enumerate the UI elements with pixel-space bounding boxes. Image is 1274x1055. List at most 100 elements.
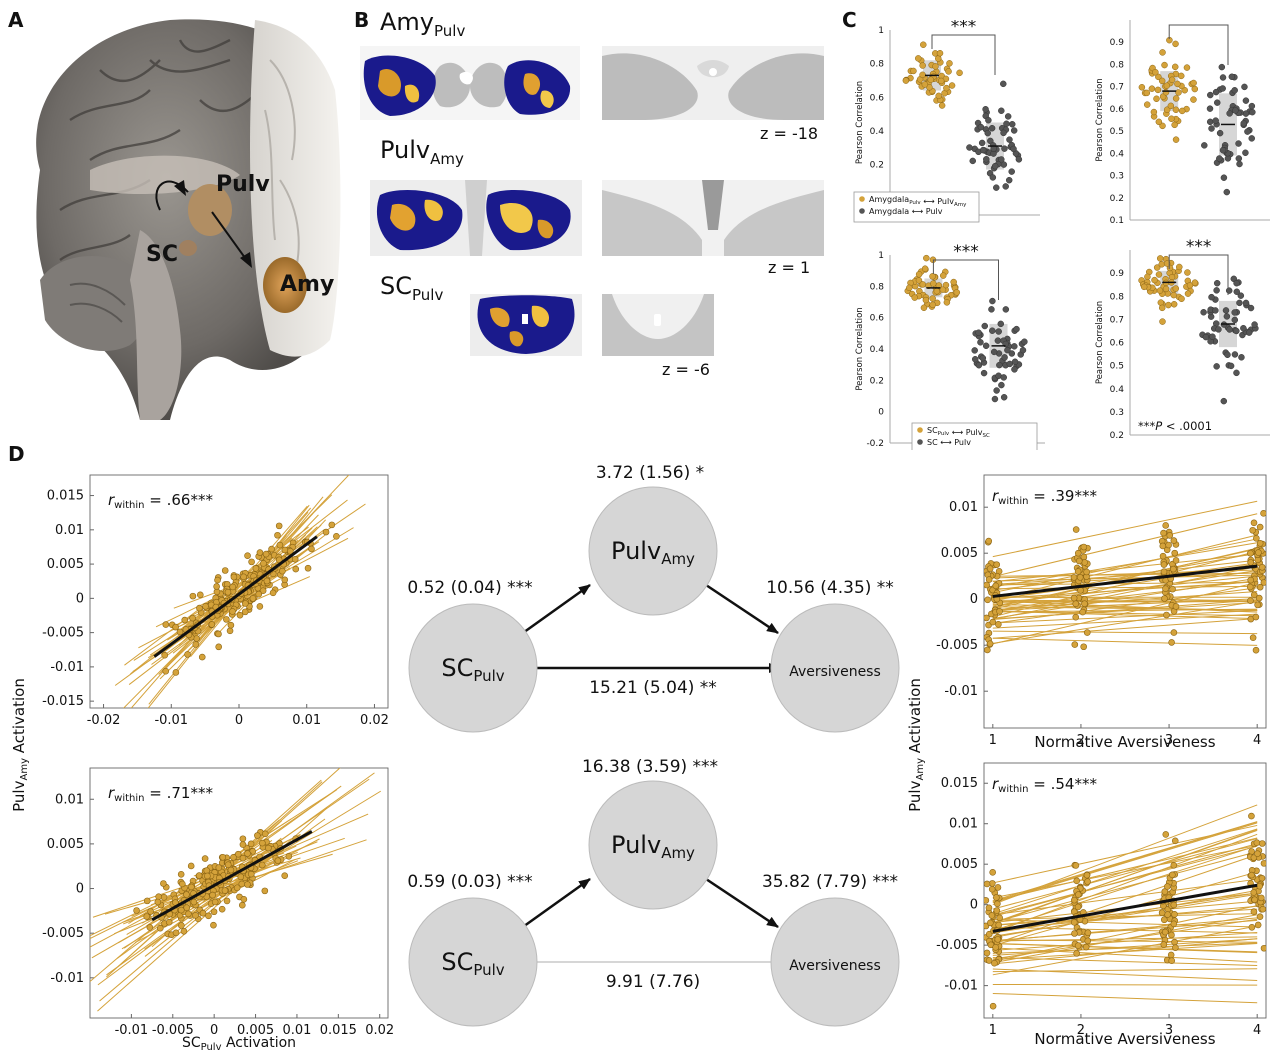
data-point <box>1144 274 1150 280</box>
y-tick-label: -0.01 <box>944 684 978 699</box>
data-point <box>262 888 268 894</box>
data-point <box>1249 103 1255 109</box>
data-point <box>920 72 926 78</box>
data-point <box>1157 288 1163 294</box>
data-point <box>1164 884 1170 890</box>
data-point <box>990 869 996 875</box>
top-coefficient: 3.72 (1.56) * <box>596 463 704 483</box>
data-point <box>1176 264 1182 270</box>
data-point <box>1252 897 1258 903</box>
y-tick-label: 0.01 <box>55 523 84 538</box>
data-point <box>1151 109 1157 115</box>
x-axis-label-top: Normative Aversiveness <box>1034 733 1215 751</box>
data-point <box>989 886 995 892</box>
data-point <box>1179 296 1185 302</box>
data-point <box>1075 892 1081 898</box>
slice-amy-pulv-activation <box>360 46 580 120</box>
data-point <box>1234 280 1240 286</box>
data-point <box>992 163 998 169</box>
data-point <box>215 631 221 637</box>
y-tick-label: 0.4 <box>1110 149 1125 159</box>
data-point <box>966 145 972 151</box>
data-point <box>1163 286 1169 292</box>
significance-stars: *** <box>951 20 977 37</box>
data-point <box>1073 862 1079 868</box>
y-tick-label: 0 <box>76 882 84 897</box>
data-point <box>1159 910 1165 916</box>
data-point <box>1184 65 1190 71</box>
data-point <box>1081 644 1087 650</box>
z-label-3: z = -6 <box>662 360 710 379</box>
y-tick-label: -0.01 <box>50 660 84 675</box>
data-point <box>333 533 339 539</box>
y-tick-label: 0.8 <box>870 282 885 292</box>
data-point <box>1168 103 1174 109</box>
y-tick-label: 0.6 <box>870 93 885 103</box>
data-point <box>985 597 991 603</box>
data-point <box>1248 559 1254 565</box>
data-point <box>1006 137 1012 143</box>
data-point <box>1161 569 1167 575</box>
r-within-label: rwithin = .71*** <box>108 784 213 804</box>
data-point <box>210 922 216 928</box>
y-tick-label: 0.5 <box>1110 127 1124 137</box>
data-point <box>930 296 936 302</box>
data-point <box>1176 89 1182 95</box>
data-point <box>1021 339 1027 345</box>
data-point <box>940 273 946 279</box>
data-point <box>1209 294 1215 300</box>
y-tick-label: -0.005 <box>936 938 978 953</box>
data-point <box>1252 322 1258 328</box>
data-point <box>951 279 957 285</box>
data-point <box>1244 129 1250 135</box>
y-tick-label: 0.9 <box>1110 269 1125 279</box>
data-point <box>994 908 1000 914</box>
data-point <box>210 892 216 898</box>
roi-title-amy-pulv: AmyPulv <box>380 8 465 40</box>
data-point <box>1073 601 1079 607</box>
y-tick-label: 0.6 <box>870 314 885 324</box>
data-point <box>1084 630 1090 636</box>
data-point <box>1085 930 1091 936</box>
data-point <box>1173 137 1179 143</box>
data-point <box>1246 330 1252 336</box>
data-point <box>216 644 222 650</box>
data-point <box>256 591 262 597</box>
pulv-label: Pulv <box>216 172 270 197</box>
y-tick-label: 0.015 <box>47 489 84 504</box>
data-point <box>1226 288 1232 294</box>
data-point <box>1076 558 1082 564</box>
data-point <box>1165 912 1171 918</box>
data-point <box>1220 147 1226 153</box>
data-point <box>906 285 912 291</box>
data-point <box>264 578 270 584</box>
data-point <box>1251 909 1257 915</box>
y-axis-label: Pearson Correlation <box>1095 78 1105 161</box>
data-point <box>220 854 226 860</box>
subject-fit-line <box>993 984 1257 985</box>
data-point <box>983 156 989 162</box>
data-point <box>248 871 254 877</box>
data-point <box>1242 150 1248 156</box>
subject-fit-line <box>993 969 1257 981</box>
roi-title-pulv-amy: PulvAmy <box>380 136 464 168</box>
data-point <box>1207 106 1213 112</box>
data-point <box>1144 90 1150 96</box>
y-tick-label: 0.8 <box>1110 292 1125 302</box>
data-point <box>1009 169 1015 175</box>
y-tick-label: 0.01 <box>949 500 978 515</box>
data-point <box>1217 130 1223 136</box>
data-point <box>1071 919 1077 925</box>
data-point <box>1232 108 1238 114</box>
y-tick-label: -0.01 <box>50 971 84 986</box>
data-point <box>1168 116 1174 122</box>
data-point <box>993 185 999 191</box>
data-point <box>286 853 292 859</box>
data-point <box>177 629 183 635</box>
top-coefficient: 16.38 (3.59) *** <box>582 757 718 777</box>
data-point <box>185 911 191 917</box>
data-point <box>1221 175 1227 181</box>
data-point <box>946 60 952 66</box>
data-point <box>1238 354 1244 360</box>
